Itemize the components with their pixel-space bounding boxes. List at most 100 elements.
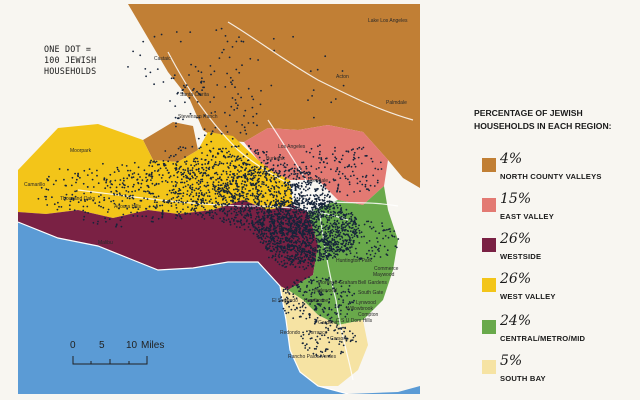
household-dot: [215, 179, 218, 181]
household-dot: [250, 203, 253, 206]
household-dot: [312, 223, 315, 226]
household-dot: [157, 217, 160, 220]
household-dot: [227, 184, 230, 187]
household-dot: [246, 197, 249, 200]
household-dot: [381, 225, 384, 228]
household-dot: [174, 116, 177, 119]
household-dot: [309, 176, 312, 179]
household-dot: [297, 258, 300, 261]
household-dot: [204, 172, 207, 175]
household-dot: [290, 189, 293, 191]
household-dot: [283, 259, 285, 262]
household-dot: [334, 329, 337, 331]
household-dot: [309, 234, 312, 237]
household-dot: [302, 197, 305, 200]
household-dot: [250, 214, 252, 217]
household-dot: [73, 209, 76, 212]
household-dot: [255, 112, 258, 115]
household-dot: [296, 197, 299, 199]
household-dot: [275, 185, 278, 187]
household-dot: [328, 298, 331, 300]
household-dot: [230, 176, 233, 179]
household-dot: [125, 190, 128, 192]
household-dot: [180, 149, 182, 152]
household-dot: [331, 228, 334, 231]
household-dot: [314, 213, 317, 215]
household-dot: [262, 222, 264, 225]
household-dot: [298, 266, 301, 268]
household-dot: [233, 188, 235, 191]
household-dot: [328, 308, 331, 311]
household-dot: [127, 191, 130, 193]
household-dot: [270, 177, 273, 179]
household-dot: [201, 152, 203, 154]
household-dot: [207, 160, 210, 163]
household-dot: [182, 146, 185, 149]
household-dot: [310, 165, 313, 168]
household-dot: [240, 214, 243, 216]
household-dot: [150, 159, 153, 162]
household-dot: [214, 212, 217, 214]
household-dot: [220, 27, 223, 30]
household-dot: [312, 279, 315, 281]
note-line-2: 100 JEWISH: [44, 55, 97, 65]
household-dot: [325, 232, 328, 235]
household-dot: [305, 198, 307, 200]
household-dot: [279, 192, 282, 195]
household-dot: [331, 350, 333, 353]
household-dot: [291, 215, 293, 217]
household-dot: [353, 151, 356, 154]
household-dot: [294, 187, 297, 189]
household-dot: [253, 165, 256, 168]
household-dot: [129, 169, 132, 172]
household-dot: [291, 285, 294, 287]
household-dot: [383, 245, 386, 248]
household-dot: [253, 195, 256, 197]
household-dot: [165, 167, 167, 170]
household-dot: [235, 188, 237, 191]
household-dot: [336, 229, 339, 232]
household-dot: [354, 233, 356, 236]
household-dot: [365, 154, 368, 157]
household-dot: [287, 169, 290, 172]
household-dot: [276, 203, 279, 206]
household-dot: [317, 342, 319, 345]
household-dot: [304, 216, 307, 219]
household-dot: [291, 254, 294, 257]
household-dot: [295, 210, 298, 213]
household-dot: [302, 171, 304, 174]
household-dot: [251, 179, 254, 182]
household-dot: [74, 172, 76, 175]
household-dot: [272, 37, 275, 40]
household-dot: [319, 194, 322, 197]
household-dot: [209, 65, 212, 67]
household-dot: [156, 201, 158, 204]
household-dot: [312, 194, 315, 197]
household-dot: [284, 309, 286, 312]
scale-bar: 0 5 10 Miles: [66, 340, 196, 374]
household-dot: [267, 243, 270, 245]
household-dot: [283, 162, 286, 165]
household-dot: [262, 181, 265, 184]
household-dot: [182, 201, 184, 204]
household-dot: [319, 202, 322, 205]
household-dot: [272, 215, 275, 218]
place-label-gardena: Gardena: [318, 320, 338, 326]
household-dot: [292, 226, 295, 229]
household-dot: [194, 65, 197, 68]
household-dot: [256, 228, 259, 231]
household-dot: [344, 175, 346, 178]
household-dot: [295, 233, 298, 236]
household-dot: [194, 210, 197, 213]
household-dot: [168, 199, 171, 202]
household-dot: [318, 157, 320, 159]
household-dot: [326, 162, 329, 165]
household-dot: [190, 63, 193, 66]
household-dot: [294, 255, 297, 258]
household-dot: [307, 241, 309, 244]
household-dot: [221, 210, 224, 213]
household-dot: [258, 172, 261, 174]
household-dot: [288, 244, 291, 247]
household-dot: [180, 178, 183, 181]
household-dot: [208, 195, 211, 198]
